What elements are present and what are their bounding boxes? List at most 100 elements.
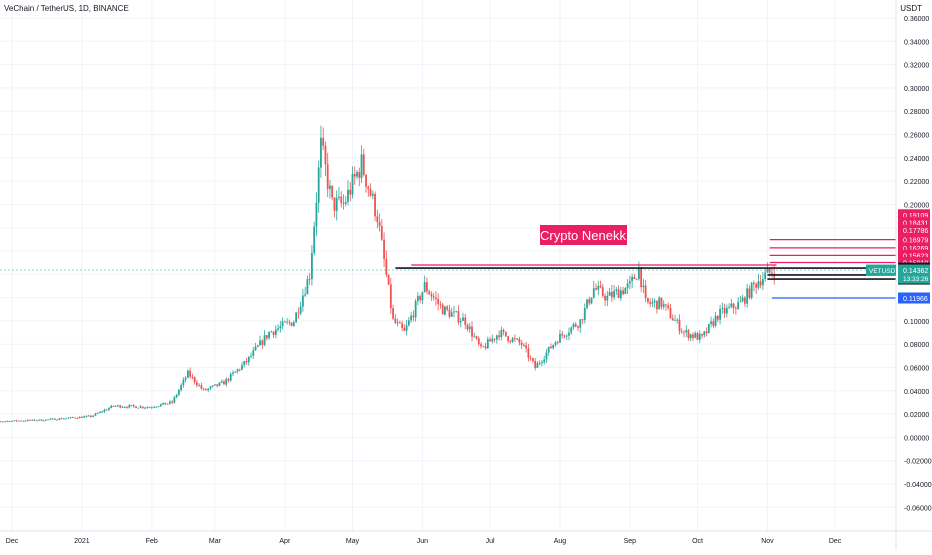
candle-body [649, 301, 652, 304]
candle-body [703, 331, 706, 336]
candle-body [92, 415, 95, 417]
candle-body [207, 388, 210, 391]
candle-body [459, 320, 462, 323]
candle-body [658, 297, 661, 310]
level-label: 0.19109 [903, 213, 928, 220]
candle-body [76, 418, 79, 419]
candle-body [4, 421, 7, 423]
candle-body [554, 342, 557, 345]
candle-body [380, 226, 383, 240]
candle-body [577, 326, 579, 328]
candle-body [71, 417, 74, 419]
candle-body [437, 298, 440, 304]
candle-body [743, 297, 746, 304]
candle-body [335, 197, 338, 211]
candle-body [277, 328, 279, 330]
candle-body [250, 355, 252, 357]
candle-body [132, 405, 135, 407]
candle-body [417, 296, 419, 302]
candle-body [615, 289, 618, 292]
candle-body [78, 416, 81, 419]
y-tick-label: 0.34000 [904, 39, 929, 46]
candle-body [622, 290, 625, 295]
candle-body [748, 288, 751, 298]
candle-body [272, 331, 275, 335]
candle-body [462, 317, 464, 321]
candle-body [642, 285, 645, 288]
candle-body [570, 327, 573, 333]
candle-body [432, 296, 435, 298]
y-tick-label: 0.30000 [904, 86, 929, 93]
candle-body [295, 312, 298, 323]
candle-body [426, 282, 428, 292]
candle-body [241, 365, 243, 370]
level-lines [0, 238, 896, 299]
candle-body [538, 363, 541, 364]
candle-body [723, 308, 726, 314]
candle-body [674, 320, 676, 322]
candle-body [536, 363, 539, 368]
candle-body [121, 407, 124, 408]
level-label: 0.11966 [903, 296, 928, 303]
candle-body [599, 285, 602, 288]
level-label-bg [898, 242, 930, 254]
candle-body [486, 339, 489, 349]
candle-body [53, 418, 56, 420]
candle-body [186, 370, 189, 378]
candle-body [511, 338, 514, 342]
candle-body [550, 346, 552, 349]
candle-body [47, 419, 49, 421]
candle-body [110, 405, 113, 409]
candle-body [475, 336, 478, 339]
candle-body [304, 294, 307, 296]
candle-body [24, 420, 27, 422]
y-tick-label: 0.24000 [904, 156, 929, 163]
candle-body [218, 382, 221, 386]
candle-body [8, 421, 11, 422]
candle-body [15, 420, 18, 422]
candle-body [347, 189, 349, 202]
candle-body [376, 216, 379, 223]
y-tick-label: -0.02000 [904, 459, 932, 466]
candle-body [595, 288, 597, 290]
candle-body [619, 290, 622, 299]
candle-body [628, 281, 631, 284]
brand-banner-bg [540, 225, 627, 245]
candle-body [732, 303, 735, 309]
candle-body [44, 419, 47, 421]
grid [0, 0, 896, 531]
candle-body [11, 420, 13, 422]
candle-body [33, 419, 36, 421]
candle-body [586, 299, 588, 308]
candle-body [26, 419, 29, 421]
y-tick-label: 0.20000 [904, 202, 929, 209]
candle-body [175, 394, 178, 398]
candle-body [757, 281, 760, 288]
candle-body [739, 301, 742, 303]
level-label: 0.16269 [903, 246, 928, 253]
candle-body [556, 342, 559, 344]
candle-body [81, 416, 83, 418]
x-tick-label: Nov [761, 538, 774, 545]
candle-body [662, 304, 665, 307]
y-tick-label: 0.06000 [904, 366, 929, 373]
candle-body [369, 188, 372, 196]
candle-body [67, 417, 70, 419]
candle-body [707, 323, 710, 334]
level-label-bg [898, 249, 930, 261]
y-tick-label: 0.04000 [904, 389, 929, 396]
candle-body [83, 416, 86, 418]
candle-body [56, 419, 58, 421]
candle-body [211, 385, 214, 387]
candle-body [624, 287, 627, 295]
candle-body [665, 304, 667, 306]
candle-body [311, 252, 313, 280]
candle-body [563, 335, 566, 337]
candle-body [150, 407, 153, 409]
candle-body [94, 413, 97, 416]
candle-body [65, 418, 68, 420]
candle-body [317, 167, 320, 203]
candle-body [608, 291, 611, 296]
